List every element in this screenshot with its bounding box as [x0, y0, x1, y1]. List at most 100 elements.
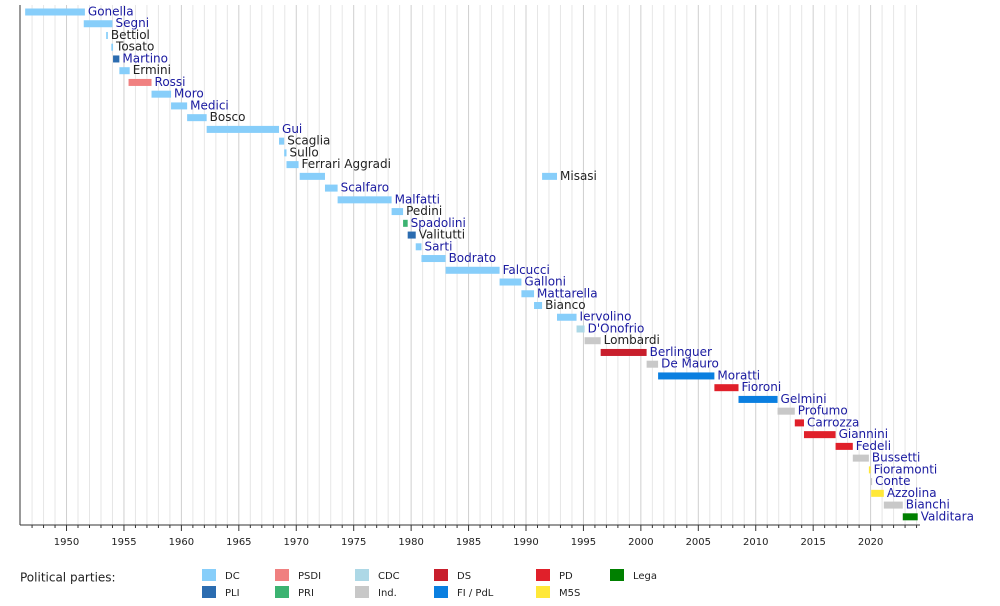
term-bar [499, 278, 522, 286]
legend-title: Political parties: [20, 571, 116, 585]
legend-label: Ind. [378, 588, 397, 599]
x-tick-label: 2020 [858, 537, 883, 548]
term-bar [403, 219, 408, 227]
minister-name: Sullo [289, 145, 318, 159]
legend-label: Lega [633, 571, 657, 582]
term-bar [407, 231, 416, 239]
legend-swatch [536, 586, 550, 598]
x-tick-label: 1980 [398, 537, 423, 548]
minister-name: Giannini [839, 427, 888, 441]
term-bar [870, 478, 873, 486]
term-bar [794, 419, 804, 427]
minister-name: Moratti [717, 368, 760, 382]
term-bar [279, 137, 285, 145]
legend-swatch [434, 586, 448, 598]
x-tick-label: 1960 [169, 537, 194, 548]
minister-name: Berlinguer [650, 345, 712, 359]
legend-swatch [610, 569, 624, 581]
term-bar [576, 325, 585, 333]
minister-name: Segni [115, 16, 149, 30]
minister-name: Galloni [524, 275, 566, 289]
x-tick-label: 1950 [54, 537, 79, 548]
term-bar [883, 501, 903, 509]
term-bar [871, 489, 884, 497]
x-tick-label: 2010 [743, 537, 768, 548]
minister-name: Misasi [560, 169, 597, 183]
minister-name: Bodrato [449, 251, 497, 265]
minister-name: Pedini [406, 204, 442, 218]
minister-name: Tosato [115, 40, 154, 54]
x-tick-label: 2005 [686, 537, 711, 548]
term-bar [835, 442, 853, 450]
term-bar [803, 431, 836, 439]
minister-name: Valitutti [419, 228, 465, 242]
term-bar [415, 243, 422, 251]
term-bar [445, 266, 500, 274]
term-bar [777, 407, 795, 415]
minister-name: Spadolini [411, 216, 466, 230]
minister-name: De Mauro [661, 357, 719, 371]
minister-name: Ermini [133, 63, 171, 77]
minister-name: Bettiol [111, 28, 150, 42]
term-bar [113, 55, 120, 63]
term-bar [25, 8, 85, 16]
term-bar [391, 208, 404, 216]
minister-name: Gui [282, 122, 302, 136]
minister-name: Lombardi [604, 333, 660, 347]
term-bar [542, 172, 558, 180]
minister-name: D'Onofrio [588, 321, 645, 335]
legend-swatch [202, 586, 216, 598]
legend-label: FI / PdL [457, 588, 494, 599]
x-tick-label: 1990 [513, 537, 538, 548]
minister-name: Profumo [798, 404, 848, 418]
minister-name: Bianchi [906, 498, 950, 512]
minister-name: Bosco [210, 110, 246, 124]
legend-swatch [202, 569, 216, 581]
term-bar [119, 67, 130, 75]
term-bar [324, 184, 338, 192]
term-bar [521, 290, 535, 298]
term-bar [284, 149, 287, 157]
x-tick-label: 2000 [628, 537, 653, 548]
term-bar [111, 43, 114, 51]
minister-name: Bianco [545, 298, 585, 312]
x-tick-label: 1995 [571, 537, 596, 548]
term-bar [206, 125, 280, 133]
minister-name: Scalfaro [341, 181, 390, 195]
x-tick-label: 1965 [226, 537, 251, 548]
minister-name: Mattarella [537, 286, 598, 300]
term-bar [646, 360, 659, 368]
minister-name: Gonella [88, 5, 134, 19]
term-bar [128, 78, 152, 86]
minister-name: Valditara [921, 509, 974, 523]
legend-label: CDC [378, 571, 400, 582]
term-bar [337, 196, 392, 204]
term-bar [658, 372, 715, 380]
term-bar [151, 90, 172, 98]
term-bar [534, 302, 543, 309]
x-tick-label: 1970 [284, 537, 309, 548]
term-bar [421, 255, 446, 263]
legend-swatch [536, 569, 550, 581]
legend-swatch [434, 569, 448, 581]
term-bar [738, 395, 778, 403]
minister-name: Fioramonti [874, 462, 938, 476]
minister-name: Moro [174, 87, 204, 101]
minister-name: Fedeli [856, 439, 891, 453]
legend-label: DS [457, 571, 471, 582]
term-bar [286, 161, 299, 169]
minister-name: Iervolino [580, 310, 632, 324]
legend-label: M5S [559, 588, 580, 599]
legend-swatch [275, 586, 289, 598]
x-tick-label: 1975 [341, 537, 366, 548]
minister-name: Ferrari Aggradi [302, 157, 391, 171]
term-bar [187, 114, 207, 122]
term-bar [902, 513, 918, 521]
term-bar [852, 454, 869, 462]
x-tick-label: 1985 [456, 537, 481, 548]
legend-swatch [355, 586, 369, 598]
minister-name: Falcucci [503, 263, 550, 277]
minister-name: Medici [190, 98, 229, 112]
term-bar [868, 466, 871, 474]
